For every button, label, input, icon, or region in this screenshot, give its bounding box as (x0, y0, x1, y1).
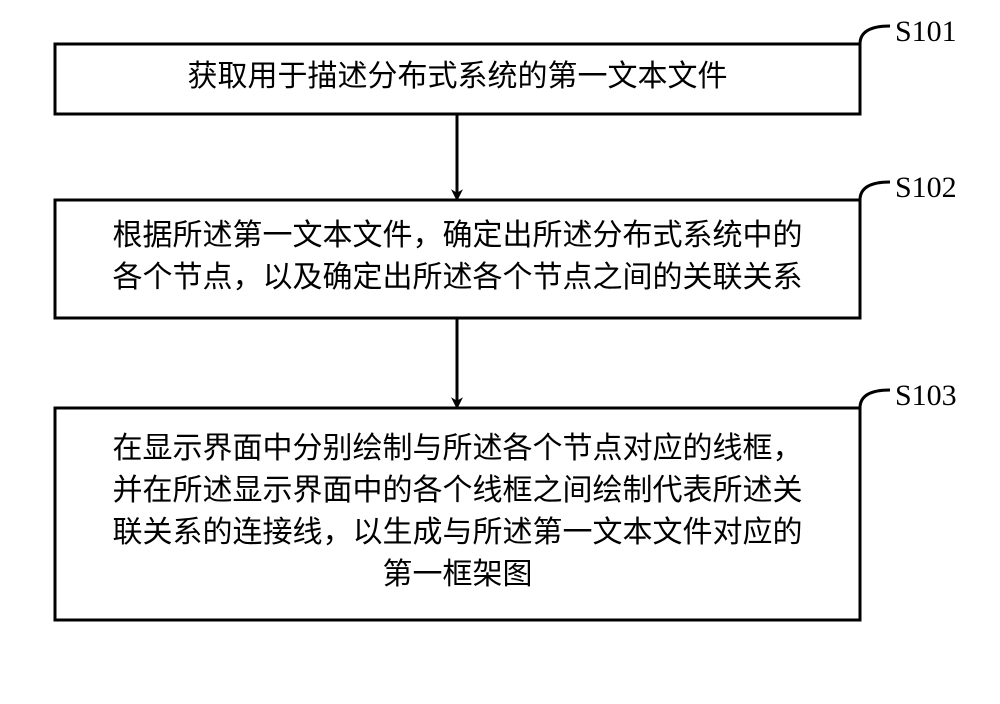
step-callout (860, 390, 890, 408)
node-text-line: 并在所述显示界面中的各个线框之间绘制代表所述关 (113, 474, 803, 507)
step-label: S103 (895, 379, 957, 412)
flowchart-canvas: 获取用于描述分布式系统的第一文本文件 S101 根据所述第一文本文件，确定出所述分布… (0, 0, 1000, 704)
node-text-line: 第一框架图 (383, 558, 533, 591)
step-label: S101 (895, 15, 957, 48)
step-callout (860, 26, 890, 44)
node-text-line: 联关系的连接线，以生成与所述第一文本文件对应的 (113, 516, 803, 549)
flowchart-node (55, 200, 860, 318)
step-callout (860, 182, 890, 200)
node-text-line: 在显示界面中分别绘制与所述各个节点对应的线框， (113, 432, 803, 465)
node-text-line: 根据所述第一文本文件，确定出所述分布式系统中的 (113, 219, 803, 252)
node-text-line: 获取用于描述分布式系统的第一文本文件 (188, 60, 728, 93)
step-label: S102 (895, 171, 957, 204)
node-text-line: 各个节点，以及确定出所述各个节点之间的关联关系 (113, 261, 803, 294)
